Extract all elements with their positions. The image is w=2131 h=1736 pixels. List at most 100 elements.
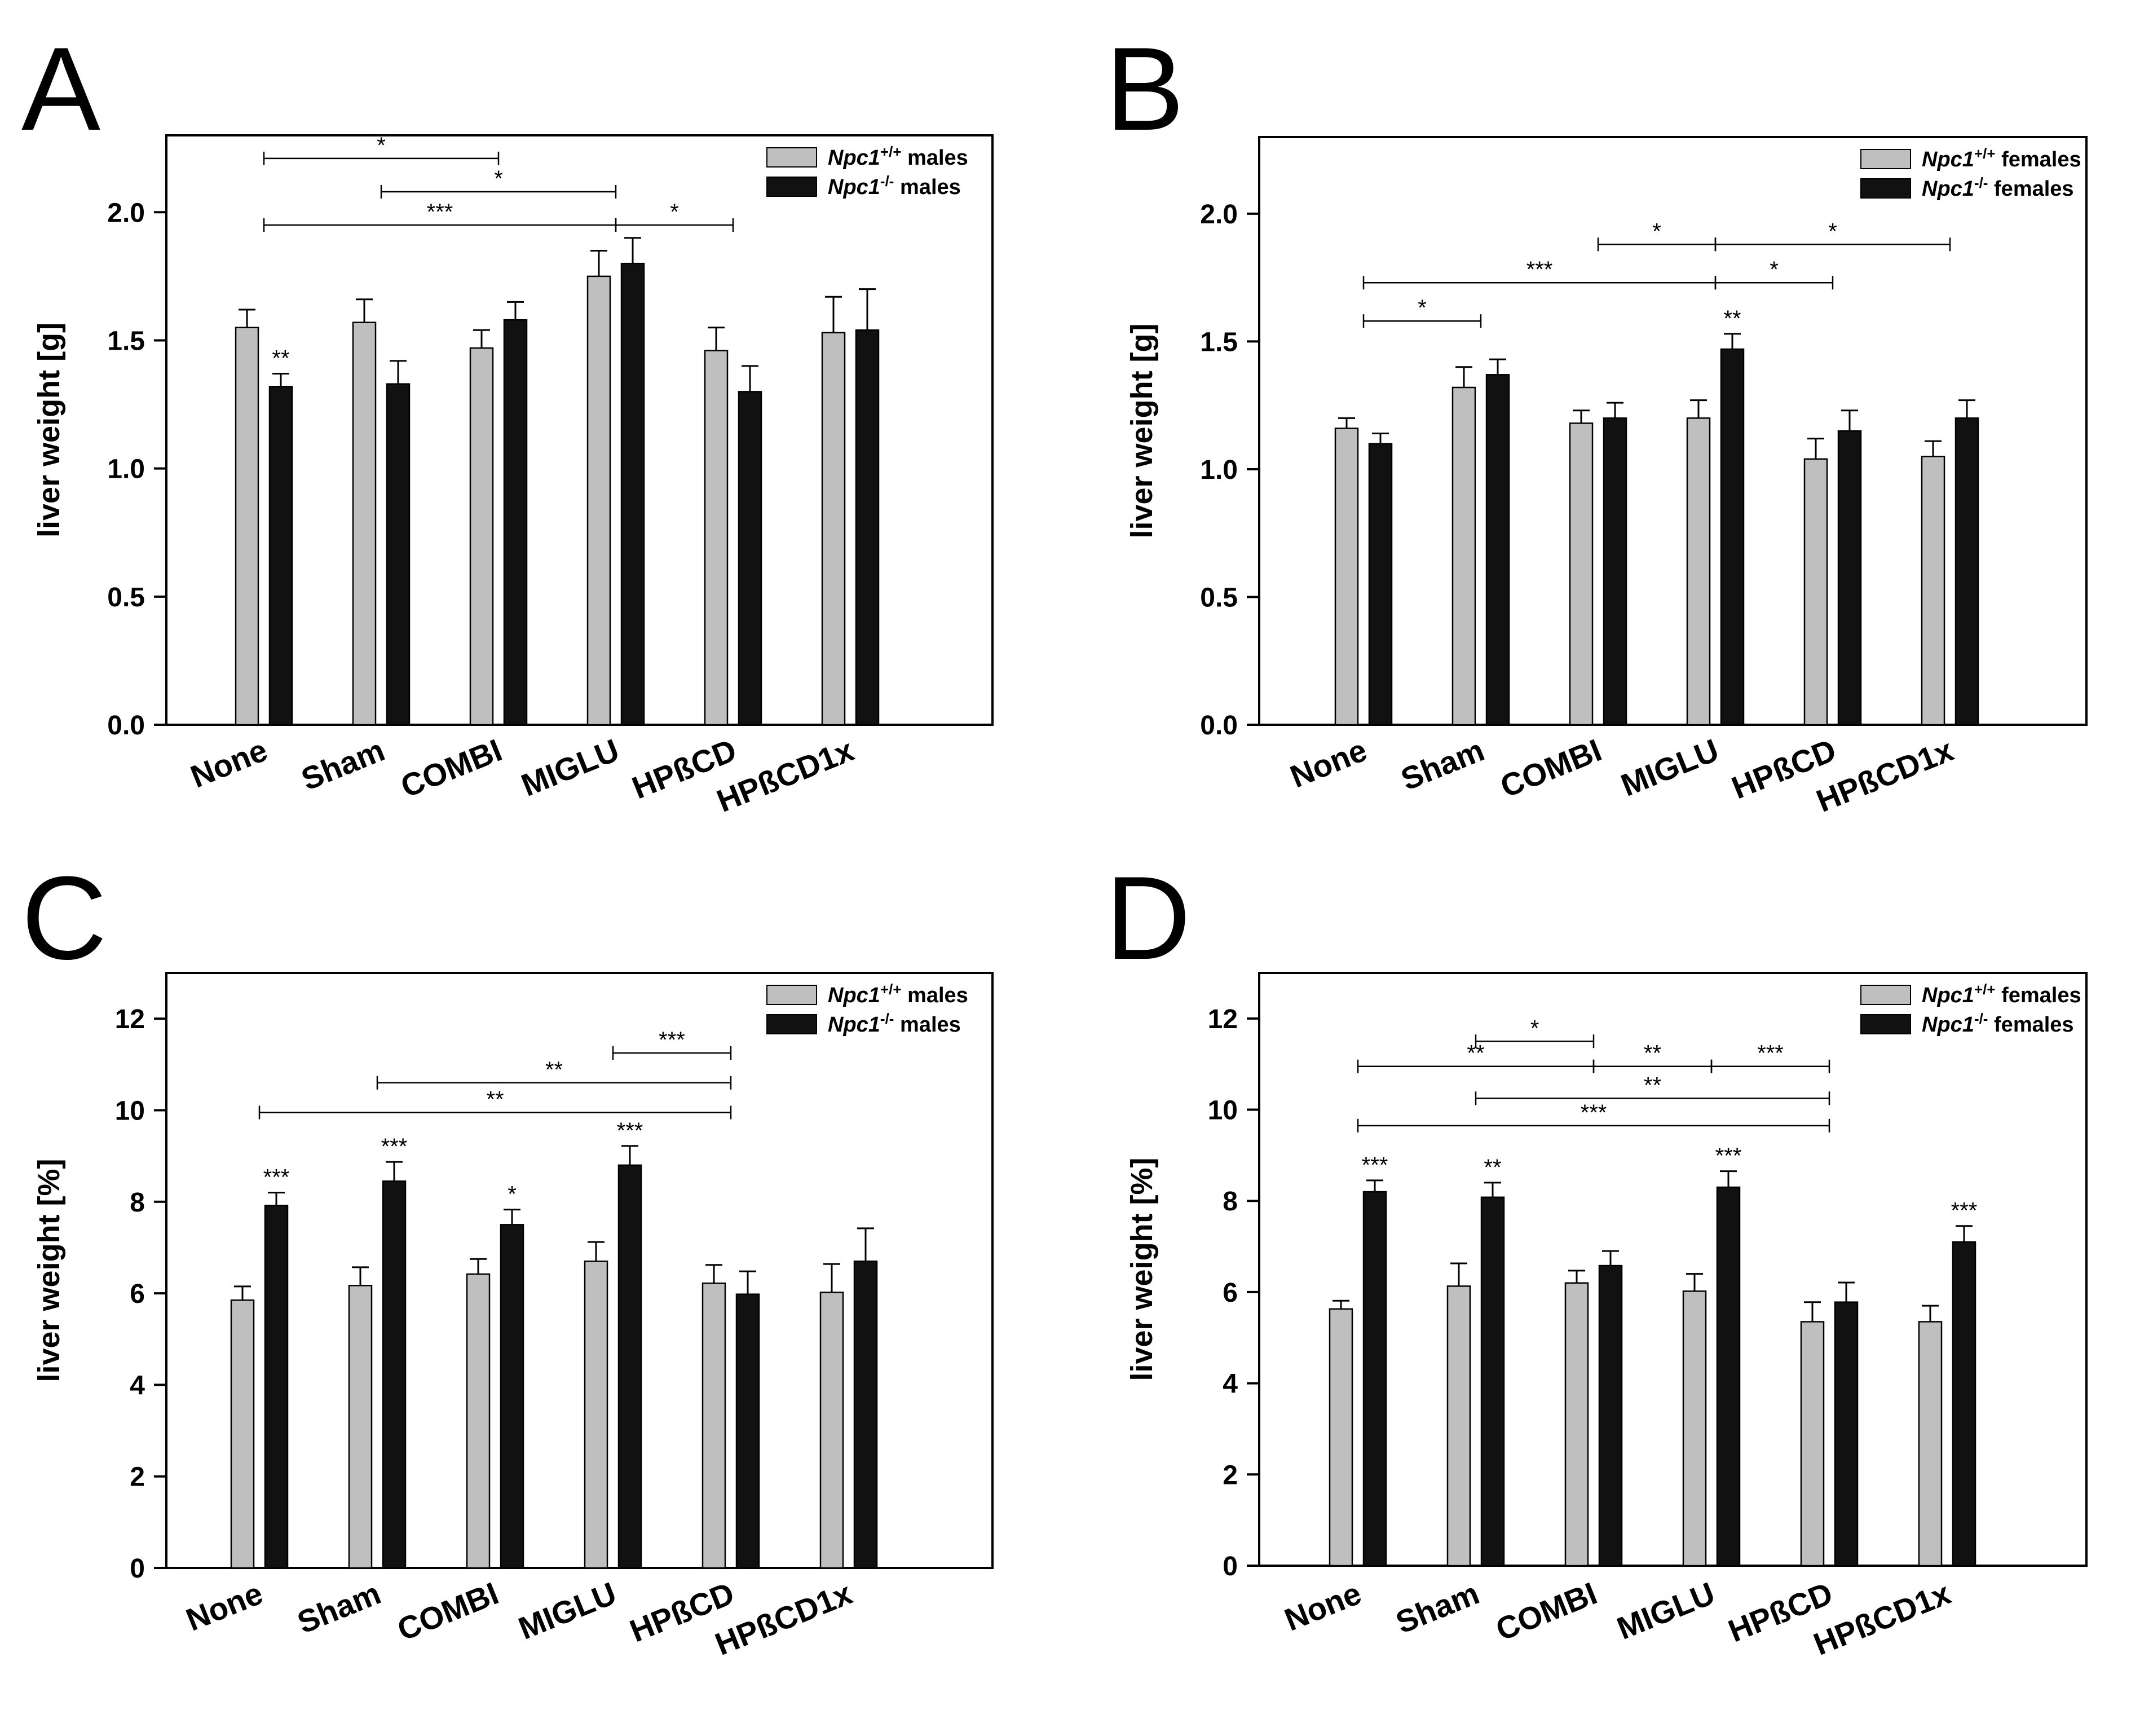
bar-mutant	[735, 1293, 760, 1569]
bar-mutant	[855, 329, 880, 726]
bar-mutant	[1834, 1301, 1859, 1567]
category-label: Sham	[292, 1575, 385, 1641]
bracket-significance: **	[1644, 1073, 1661, 1098]
y-axis-label: liver weight [g]	[32, 323, 66, 537]
bracket-significance: *	[670, 200, 679, 224]
y-tick-label: 0.0	[1200, 711, 1238, 741]
y-tick-label: 6	[1223, 1278, 1238, 1308]
bar-mutant	[1720, 348, 1745, 726]
bar-significance: ***	[617, 1118, 643, 1143]
y-tick-label: 0	[130, 1554, 145, 1584]
plot-frame	[1258, 972, 2088, 1567]
bar-wildtype	[1918, 1321, 1943, 1567]
y-tick-label: 8	[130, 1188, 145, 1218]
y-tick-label: 4	[1223, 1369, 1238, 1399]
category-label: MIGLU	[517, 732, 624, 803]
bar-wildtype	[819, 1292, 844, 1569]
bar-significance: *	[508, 1182, 517, 1207]
legend-swatch	[1860, 1014, 1911, 1034]
category-label: COMBI	[392, 1575, 504, 1647]
y-tick-label: 1.5	[1200, 327, 1238, 357]
bar-mutant	[1362, 1191, 1387, 1567]
legend-swatch	[1860, 149, 1911, 169]
legend-entry: Npc1+/+ females	[1922, 145, 2081, 171]
panel-letter: C	[21, 852, 107, 984]
legend-entry: Npc1-/- males	[828, 1010, 961, 1037]
panel-letter: D	[1105, 852, 1191, 984]
category-label: HPßCD1x	[712, 732, 858, 819]
bar-mutant	[617, 1164, 642, 1569]
category-label: COMBI	[1491, 1575, 1602, 1647]
bar-wildtype	[1921, 456, 1945, 726]
category-label: MIGLU	[1616, 732, 1724, 803]
bar-wildtype	[1564, 1282, 1589, 1567]
bar-wildtype	[821, 332, 846, 726]
y-tick-label: 10	[1208, 1096, 1238, 1126]
bar-significance: **	[272, 346, 289, 371]
bracket-significance: ***	[1526, 257, 1553, 282]
bar-wildtype	[586, 275, 611, 726]
category-label: COMBI	[396, 732, 507, 804]
bracket-significance: ***	[659, 1028, 685, 1052]
bracket-significance: *	[1530, 1016, 1539, 1041]
bar-wildtype	[1334, 428, 1359, 726]
y-tick-label: 8	[1223, 1187, 1238, 1217]
legend-entry: Npc1-/- females	[1922, 174, 2074, 201]
category-label: None	[181, 1575, 267, 1638]
category-label: MIGLU	[514, 1575, 621, 1646]
y-tick-label: 6	[130, 1279, 145, 1309]
legend-swatch	[766, 177, 817, 197]
y-axis-label: liver weight [g]	[1125, 323, 1159, 538]
bar-significance: ***	[381, 1134, 408, 1159]
plot-frame	[165, 134, 994, 726]
category-label: COMBI	[1495, 732, 1607, 804]
bar-significance: ***	[1362, 1153, 1388, 1178]
bar-mutant	[620, 262, 645, 726]
bar-mutant	[264, 1205, 289, 1569]
bar-wildtype	[584, 1261, 608, 1569]
bracket-significance: ***	[427, 200, 453, 224]
bracket-significance: **	[486, 1087, 504, 1112]
bar-wildtype	[466, 1273, 491, 1569]
bar-mutant	[853, 1261, 878, 1569]
category-label: Sham	[296, 732, 389, 797]
bar-significance: **	[1723, 306, 1741, 331]
bar-mutant	[1603, 417, 1627, 726]
y-tick-label: 0.5	[1200, 583, 1238, 613]
bracket-significance: ***	[1757, 1041, 1784, 1066]
plot-frame	[1258, 136, 2088, 726]
legend-swatch	[766, 147, 817, 168]
bar-mutant	[1480, 1196, 1505, 1567]
bracket-significance: *	[1828, 219, 1837, 244]
y-tick-label: 4	[130, 1371, 145, 1400]
bar-wildtype	[701, 1282, 726, 1569]
bracket-significance: **	[1644, 1041, 1661, 1066]
category-label: None	[186, 732, 272, 795]
bracket-significance: *	[1770, 257, 1779, 282]
bracket-significance: *	[377, 133, 386, 158]
bar-significance: ***	[1951, 1199, 1978, 1223]
y-tick-label: 10	[115, 1096, 145, 1126]
bar-wildtype	[1686, 417, 1711, 726]
bar-wildtype	[1803, 458, 1828, 726]
bar-mutant	[1598, 1264, 1623, 1567]
category-label: MIGLU	[1612, 1575, 1720, 1646]
panel-letter: B	[1105, 23, 1184, 155]
bar-wildtype	[1446, 1285, 1471, 1567]
plot-frame	[165, 972, 994, 1569]
y-tick-label: 2	[1223, 1460, 1238, 1490]
category-label: None	[1280, 1575, 1366, 1638]
y-axis-label: liver weight [%]	[32, 1158, 66, 1382]
bar-mutant	[503, 319, 528, 726]
bar-mutant	[382, 1180, 407, 1569]
bar-mutant	[1837, 430, 1862, 726]
legend-entry: Npc1+/+ males	[828, 143, 968, 170]
panel-letter: A	[21, 23, 100, 155]
category-label: HPßCD1x	[1808, 1575, 1955, 1662]
bar-mutant	[386, 383, 411, 726]
category-label: None	[1285, 732, 1371, 795]
